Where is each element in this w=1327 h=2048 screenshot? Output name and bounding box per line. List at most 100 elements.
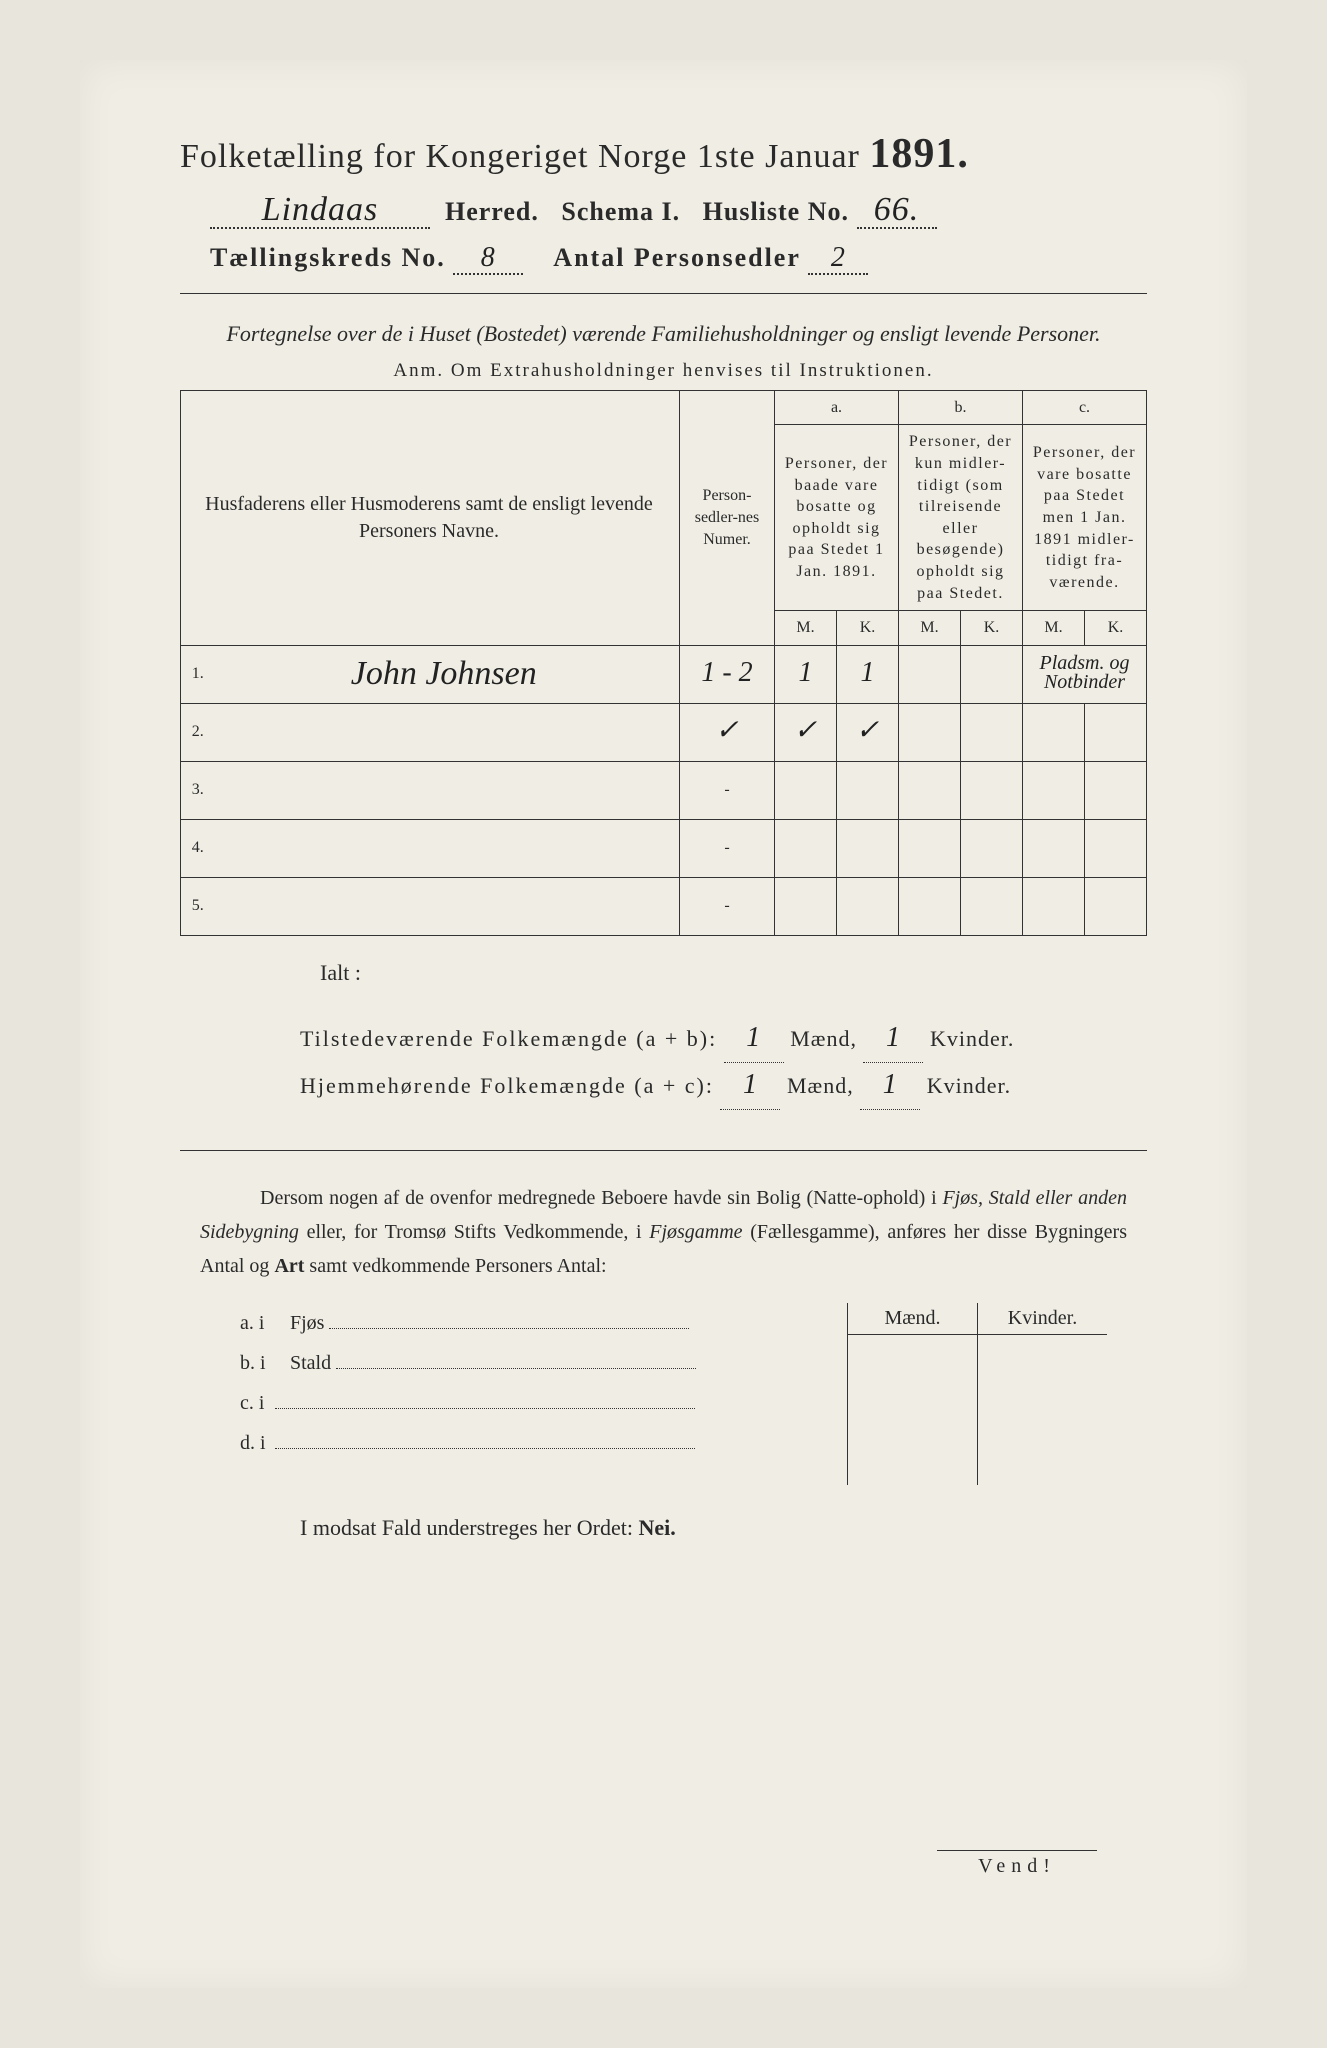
schema-label: Schema I.	[561, 197, 680, 226]
separator-1	[180, 293, 1147, 294]
hjemme-k: 1	[883, 1074, 898, 1096]
row-num: 5.	[181, 877, 205, 935]
dotted-line	[329, 1325, 689, 1329]
tilstede-label: Tilstedeværende Folkemængde (a + b):	[300, 1026, 717, 1051]
husliste-value: 66.	[874, 196, 920, 223]
th-a-txt: Personer, der baade vare bosatte og opho…	[775, 425, 899, 611]
cell-cK	[1085, 703, 1147, 761]
herred-value: Lindaas	[262, 196, 379, 223]
row-sedler: 1 - 2	[701, 662, 752, 684]
table-row: 3. -	[181, 761, 1147, 819]
cell-cK	[1085, 877, 1147, 935]
nei-word: Nei.	[638, 1515, 675, 1540]
outb-lbl: a. i	[240, 1303, 270, 1343]
kvinder-label: Kvinder.	[930, 1026, 1014, 1051]
row-sedler: -	[680, 897, 774, 915]
outb-lbl: b. i	[240, 1343, 270, 1383]
vend-label: Vend!	[937, 1850, 1097, 1878]
th-b-txt: Personer, der kun midler-tidigt (som til…	[899, 425, 1023, 611]
tilstede-k: 1	[886, 1027, 901, 1049]
totals-resident: Hjemmehørende Folkemængde (a + c): 1 Mæn…	[300, 1063, 1147, 1110]
para-it2: Fjøsgamme	[649, 1221, 742, 1243]
subtitle: Fortegnelse over de i Huset (Bostedet) v…	[220, 318, 1107, 350]
row-num: 4.	[181, 819, 205, 877]
outbuilding-paragraph: Dersom nogen af de ovenfor medregnede Be…	[200, 1181, 1127, 1283]
header-line-3: Tællingskreds No. 8 Antal Personsedler 2	[180, 243, 1147, 275]
outb-maend-hdr: Mænd.	[848, 1303, 978, 1334]
para-t2: eller, for Tromsø Stifts Vedkommende, i	[307, 1221, 650, 1243]
cell-aM	[775, 877, 837, 935]
kreds-label: Tællingskreds No.	[210, 243, 446, 272]
cell-aK	[837, 819, 899, 877]
row-sedler: -	[680, 839, 774, 857]
cell-aK: ✓	[856, 720, 879, 742]
cell-cM	[1023, 819, 1085, 877]
table-body: 1. John Johnsen 1 - 2 1 1 Pladsm. ogNotb…	[181, 645, 1147, 935]
cell-aM: 1	[799, 662, 813, 684]
th-num: Person-sedler-nes Numer.	[680, 390, 775, 645]
row-num: 2.	[181, 703, 205, 761]
th-a: a.	[775, 390, 899, 425]
th-c-k: K.	[1085, 611, 1147, 646]
personsedler-label: Antal Personsedler	[553, 243, 801, 272]
row-num: 1.	[181, 645, 205, 703]
totals-present: Tilstedeværende Folkemængde (a + b): 1 M…	[300, 1016, 1147, 1063]
outbuildings-list: a. i Fjøs b. i Stald c. i d. i	[240, 1303, 847, 1485]
cell-c2: Notbinder	[1044, 674, 1125, 690]
outb-row: c. i	[240, 1383, 847, 1423]
title-year: 1891.	[869, 131, 969, 177]
totals-block: Tilstedeværende Folkemængde (a + b): 1 M…	[300, 1016, 1147, 1110]
cell-cM	[1023, 877, 1085, 935]
hjemme-m: 1	[743, 1074, 758, 1096]
kreds-value: 8	[481, 247, 496, 269]
cell-bM	[899, 819, 961, 877]
cell-cK	[1085, 761, 1147, 819]
dotted-line	[275, 1405, 695, 1409]
table-row: 1. John Johnsen 1 - 2 1 1 Pladsm. ogNotb…	[181, 645, 1147, 703]
th-name: Husfaderens eller Husmoderens samt de en…	[181, 390, 680, 645]
th-a-k: K.	[837, 611, 899, 646]
cell-bM	[899, 703, 961, 761]
row-sedler: ✓	[715, 720, 738, 742]
census-title: Folketælling for Kongeriget Norge 1ste J…	[180, 130, 1147, 178]
husliste-label: Husliste No.	[703, 197, 849, 226]
outb-kvinder-col	[978, 1335, 1107, 1485]
kvinder-label: Kvinder.	[927, 1073, 1011, 1098]
th-c: c.	[1023, 390, 1147, 425]
outb-name: Fjøs	[290, 1312, 324, 1334]
th-c-txt: Personer, der vare bosatte paa Stedet me…	[1023, 425, 1147, 611]
outb-row: d. i	[240, 1423, 847, 1463]
cell-bM	[899, 761, 961, 819]
cell-cM	[1023, 703, 1085, 761]
ialt-label: Ialt :	[320, 960, 1147, 986]
th-a-m: M.	[775, 611, 837, 646]
cell-bK	[961, 761, 1023, 819]
separator-2	[180, 1150, 1147, 1151]
maend-label: Mænd,	[787, 1073, 854, 1098]
nei-line: I modsat Fald understreges her Ordet: Ne…	[300, 1515, 1147, 1541]
th-b: b.	[899, 390, 1023, 425]
th-name-text: Husfaderens eller Husmoderens samt de en…	[205, 493, 653, 542]
outb-lbl: d. i	[240, 1423, 270, 1463]
table-row: 2. ✓ ✓ ✓	[181, 703, 1147, 761]
cell-bM	[899, 877, 961, 935]
outb-row: a. i Fjøs	[240, 1303, 847, 1343]
title-prefix: Folketælling for Kongeriget Norge 1ste J…	[180, 138, 860, 175]
hjemme-label: Hjemmehørende Folkemængde (a + c):	[300, 1073, 714, 1098]
para-t1: Dersom nogen af de ovenfor medregnede Be…	[260, 1187, 942, 1209]
cell-c: Pladsm. og	[1040, 655, 1130, 671]
tilstede-m: 1	[746, 1027, 761, 1049]
cell-cM	[1023, 761, 1085, 819]
herred-label: Herred.	[445, 197, 539, 226]
cell-aM: ✓	[794, 720, 817, 742]
cell-bM	[899, 645, 961, 703]
table-row: 4. -	[181, 819, 1147, 877]
row-sedler: -	[680, 781, 774, 799]
table-row: 5. -	[181, 877, 1147, 935]
row-name	[205, 761, 680, 819]
cell-bK	[961, 645, 1023, 703]
outb-maend-col	[848, 1335, 978, 1485]
nei-text: I modsat Fald understreges her Ordet:	[300, 1515, 638, 1540]
cell-aM	[775, 761, 837, 819]
row-num: 3.	[181, 761, 205, 819]
